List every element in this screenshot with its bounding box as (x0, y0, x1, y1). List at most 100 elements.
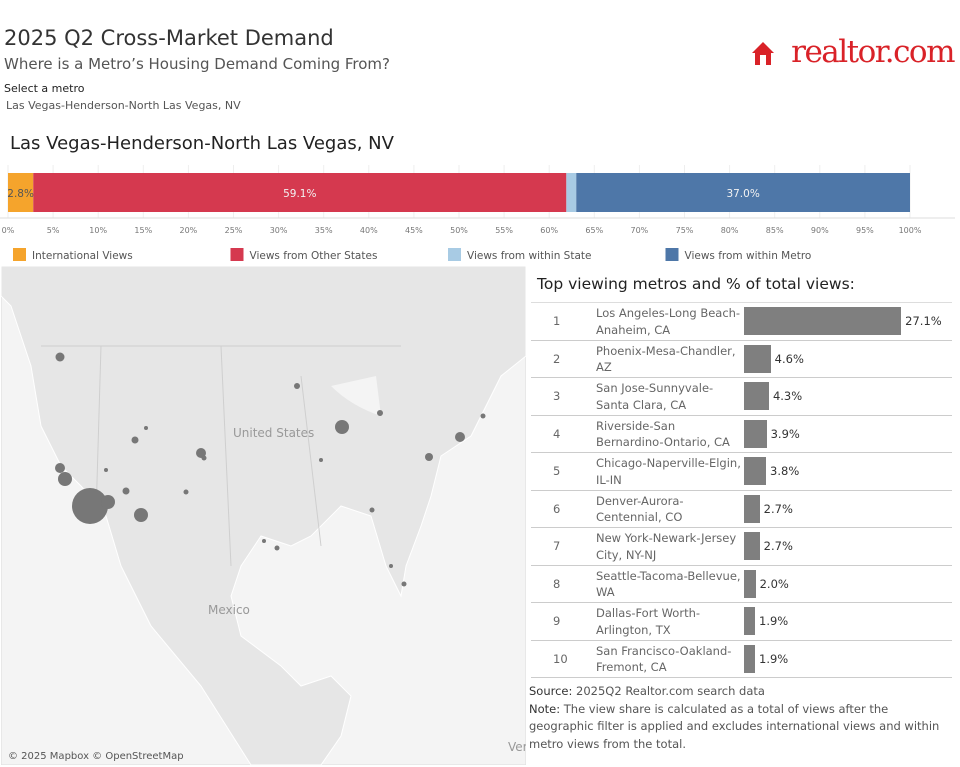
stacked-bar-chart: 0% 5% 10% 15% 20% 25% 30% 35% 40% 45% 50% 55% 60% 65%… (0, 165, 955, 262)
rank: 10 (553, 651, 568, 666)
category-label: Los Angeles-Long Beach-Anaheim, CA (596, 306, 741, 337)
value-label: 4.3% (772, 389, 803, 403)
x-tick-label: 45% (405, 226, 423, 235)
category-label: Dallas-Fort Worth-Arlington, TX (596, 606, 701, 637)
metro-dropdown[interactable]: Las Vegas-Henderson-North Las Vegas, NV (6, 99, 241, 112)
x-tick-label: 100% (899, 226, 922, 235)
bar-row: 8 Seattle-Tacoma-Bellevue, WA 2.0% (531, 566, 952, 603)
map-label: Mexico (208, 603, 250, 617)
bar (744, 494, 760, 523)
note-label: Note: (529, 701, 561, 716)
chart-title: Top viewing metros and % of total views: (537, 275, 855, 293)
category-label: Riverside-San Bernardino-Ontario, CA (596, 418, 730, 450)
value-label: 59.1% (283, 188, 316, 200)
bar (744, 532, 760, 560)
x-tick-label: 65% (585, 226, 603, 235)
bar (744, 419, 767, 448)
bar-segment (8, 173, 34, 212)
legend-label: International Views (32, 250, 133, 262)
bar-row: 6 Denver-Aurora-Centennial, CO 2.7% (531, 491, 952, 528)
bar-row: 1 Los Angeles-Long Beach-Anaheim, CA 27.1% (531, 302, 952, 341)
bar-list: 1 Los Angeles-Long Beach-Anaheim, CA 27.1%… (531, 302, 952, 678)
rank: 8 (553, 576, 561, 591)
bar-row: 3 San Jose-Sunnyvale-Santa Clara, CA 4.3% (531, 378, 952, 416)
x-tick-label: 70% (631, 226, 649, 235)
logo-icon (752, 42, 774, 65)
bar (744, 382, 769, 410)
value-label: 2.7% (763, 501, 793, 516)
bar (744, 344, 771, 373)
bar-row: 5 Chicago-Naperville-Elgin, IL-IN 3.8% (531, 453, 952, 491)
x-tick-label: 35% (315, 226, 333, 235)
x-tick-label: 30% (270, 226, 288, 235)
footer: Source: 2025Q2 Realtor.com search data No… (529, 683, 954, 753)
source: 2025Q2 Realtor.com search data (576, 684, 765, 698)
bar (744, 644, 756, 673)
bar-row: 10 San Francisco-Oakland-Fremont, CA 1.9% (531, 641, 952, 678)
x-tick-label: 20% (180, 226, 198, 235)
bar (744, 569, 756, 598)
legend-swatch (665, 248, 679, 261)
source-label: Source: (529, 684, 573, 698)
x-tick-label: 0% (2, 226, 15, 235)
rank: 2 (553, 351, 561, 366)
value-label: 2.7% (763, 539, 793, 553)
x-tick-label: 5% (47, 226, 60, 235)
chart-title: Las Vegas-Henderson-North Las Vegas, NV (10, 133, 394, 154)
x-tick-label: 50% (450, 226, 468, 235)
rank: 4 (553, 426, 561, 441)
x-tick-label: 15% (134, 226, 152, 235)
value-label: 1.9% (759, 614, 789, 628)
legend-swatch (13, 248, 26, 261)
legend-swatch (230, 248, 244, 261)
note: The view share is calculated as a total … (529, 701, 940, 751)
bar-row: 4 Riverside-San Bernardino-Ontario, CA 3.9… (531, 416, 952, 453)
bar (744, 307, 902, 335)
legend-label: Views from Other States (250, 250, 378, 262)
value-label: 2.0% (759, 576, 789, 591)
category-label: Chicago-Naperville-Elgin, IL-IN (596, 456, 741, 487)
bar-segment (566, 173, 577, 212)
x-tick-label: 40% (360, 226, 378, 235)
bar-row: 9 Dallas-Fort Worth-Arlington, TX 1.9% (531, 603, 952, 641)
x-tick-label: 60% (540, 226, 558, 235)
x-tick-label: 80% (721, 226, 739, 235)
rank: 1 (553, 314, 561, 328)
bar-segment (576, 173, 910, 212)
x-tick-label: 95% (856, 226, 874, 235)
value-label: 3.9% (770, 426, 800, 441)
rank: 6 (553, 501, 561, 516)
bar (744, 457, 767, 485)
value-label: 27.1% (905, 314, 942, 328)
logo: realtor.com (791, 34, 955, 70)
x-tick-label: 75% (676, 226, 694, 235)
rank: 9 (553, 614, 561, 628)
bar (744, 607, 756, 635)
subtitle: Where is a Metro’s Housing Demand Coming… (4, 55, 391, 73)
x-tick-label: 10% (89, 226, 107, 235)
category-label: Seattle-Tacoma-Bellevue, WA (596, 568, 741, 600)
map-label: Ver (508, 740, 526, 754)
rank: 3 (553, 389, 561, 403)
bar-row: 2 Phoenix-Mesa-Chandler, AZ 4.6% (531, 341, 952, 378)
x-tick-label: 55% (495, 226, 513, 235)
rank: 5 (553, 464, 561, 478)
category-label: San Jose-Sunnyvale-Santa Clara, CA (596, 381, 714, 412)
value-label: 3.8% (770, 464, 800, 478)
category-label: Denver-Aurora-Centennial, CO (596, 493, 684, 525)
bar-segment (33, 173, 567, 212)
value-label: 2.8% (7, 188, 34, 200)
category-label: Phoenix-Mesa-Chandler, AZ (596, 343, 736, 375)
x-tick-label: 85% (766, 226, 784, 235)
rank: 7 (553, 539, 561, 553)
x-tick-label: 90% (811, 226, 829, 235)
value-label: 1.9% (759, 651, 789, 666)
select-label: Select a metro (4, 82, 85, 95)
value-label: 4.6% (774, 351, 804, 366)
value-label: 37.0% (726, 188, 759, 200)
legend-label: Views from within State (467, 250, 591, 262)
category-label: San Francisco-Oakland-Fremont, CA (596, 643, 732, 675)
bar-row: 7 New York-Newark-Jersey City, NY-NJ 2.7% (531, 528, 952, 566)
map-label: United States (233, 426, 314, 440)
